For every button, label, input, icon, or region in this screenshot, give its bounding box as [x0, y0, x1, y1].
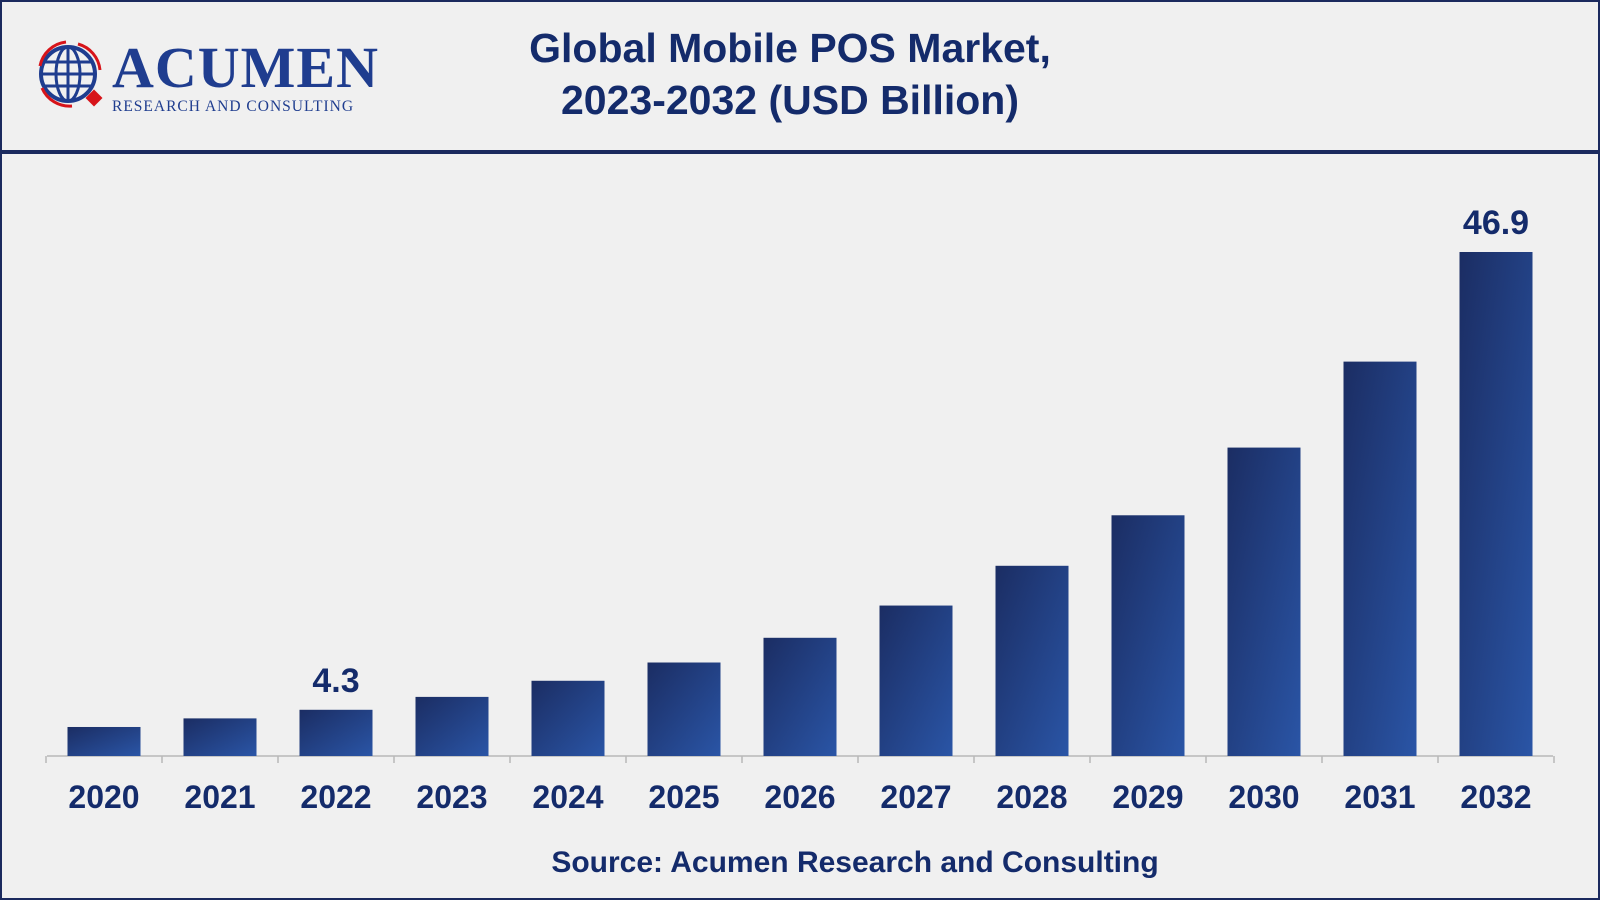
data-label-2022: 4.3 [312, 662, 359, 700]
globe-icon [38, 40, 103, 108]
header-divider [0, 150, 1600, 154]
bar-2027 [879, 605, 953, 756]
x-tick-label: 2030 [1228, 779, 1299, 815]
x-tick-label: 2020 [68, 779, 139, 815]
bar-2028 [995, 565, 1069, 756]
title-line-1: Global Mobile POS Market, [529, 25, 1051, 71]
x-tick-label: 2024 [532, 779, 603, 815]
x-tick-label: 2021 [184, 779, 255, 815]
bar-2031 [1343, 361, 1417, 756]
x-tick-label: 2026 [764, 779, 835, 815]
x-tick-label: 2025 [648, 779, 719, 815]
bar-2026 [763, 637, 837, 756]
acumen-logo: ACUMEN RESEARCH AND CONSULTING [32, 36, 378, 118]
chart-title: Global Mobile POS Market, 2023-2032 (USD… [400, 22, 1180, 126]
logo-wordmark: ACUMEN [112, 35, 379, 100]
bar-2021 [183, 718, 257, 756]
x-tick-label: 2028 [996, 779, 1067, 815]
x-tick-label: 2027 [880, 779, 951, 815]
x-tick-label: 2022 [300, 779, 371, 815]
bar-2024 [531, 680, 605, 756]
x-tick-label: 2023 [416, 779, 487, 815]
bar-2030 [1227, 447, 1301, 756]
bar-2023 [415, 696, 489, 756]
bar-2029 [1111, 515, 1185, 756]
title-line-2: 2023-2032 (USD Billion) [561, 77, 1019, 123]
bar-2025 [647, 662, 721, 756]
bar-2032 [1459, 252, 1533, 756]
logo-tagline: RESEARCH AND CONSULTING [112, 98, 355, 115]
data-label-2032: 46.9 [1463, 204, 1529, 242]
x-tick-label: 2031 [1344, 779, 1415, 815]
x-tick-label: 2029 [1112, 779, 1183, 815]
bar-2020 [67, 726, 141, 756]
x-tick-label: 2032 [1460, 779, 1531, 815]
bar-2022 [299, 709, 373, 756]
source-note: Source: Acumen Research and Consulting [551, 846, 1159, 879]
